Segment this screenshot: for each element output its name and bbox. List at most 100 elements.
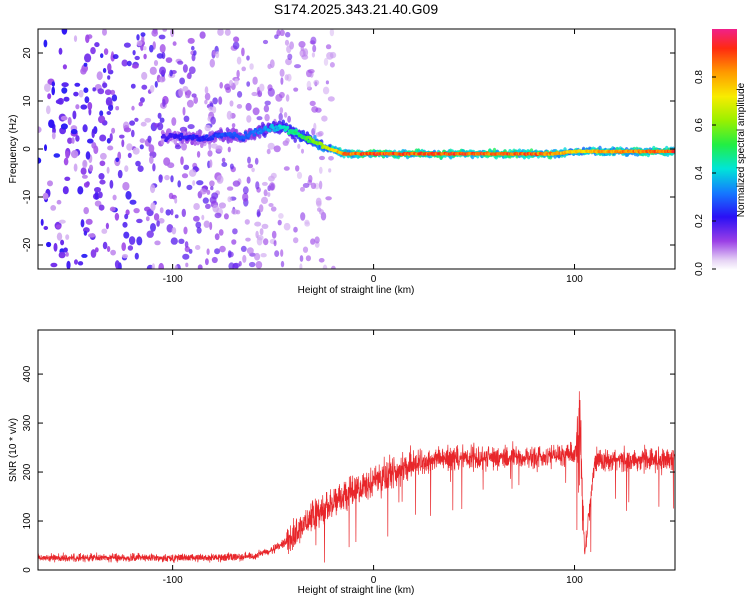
noise-speckle [300,212,306,221]
ridge-halo [198,129,203,135]
noise-speckle [263,238,269,246]
noise-speckle [242,254,247,263]
noise-speckle [102,241,108,250]
noise-speckle [99,160,106,167]
noise-speckle [70,128,78,135]
noise-speckle [256,211,261,217]
noise-speckle [77,186,84,195]
noise-speckle [129,199,137,205]
noise-speckle [60,239,65,246]
noise-speckle [259,228,264,236]
noise-speckle [158,174,163,183]
noise-speckle [156,53,164,59]
noise-speckle [254,157,259,165]
noise-speckle [101,228,108,234]
noise-speckle [94,187,101,193]
noise-speckle [170,175,174,183]
noise-speckle [53,153,61,158]
noise-speckle [128,236,136,245]
noise-speckle [280,260,285,268]
noise-speckle [87,138,94,144]
noise-speckle [229,100,234,107]
noise-speckle [261,181,268,186]
noise-speckle [138,101,143,107]
colorbar-tick-label: 0.6 [694,118,705,132]
noise-speckle [236,69,240,78]
noise-speckle [182,106,186,116]
noise-speckle [196,227,202,234]
noise-speckle [174,144,182,150]
noise-speckle [181,208,186,218]
noise-speckle [244,219,250,225]
noise-speckle [255,230,259,239]
noise-speckle [187,89,191,98]
noise-speckle [151,29,158,37]
noise-speckle [328,168,332,173]
noise-speckle [299,263,303,269]
noise-speckle [141,35,145,44]
noise-speckle [193,50,197,56]
noise-speckle [279,29,285,36]
noise-speckle [127,245,134,251]
noise-speckle [88,164,94,172]
noise-speckle [172,41,177,46]
noise-speckle [122,221,128,228]
noise-speckle [158,76,166,83]
noise-speckle [127,152,132,158]
noise-speckle [85,218,93,225]
ridge-point [282,125,287,129]
noise-speckle [99,179,106,185]
ridge-halo [213,137,218,143]
noise-speckle [178,88,184,97]
noise-speckle [195,221,202,229]
noise-speckle [126,143,133,151]
noise-speckle [83,87,89,93]
noise-speckle [248,261,256,268]
noise-speckle [61,29,68,35]
spectrogram-y-ticks: -20 -10 0 10 20 [22,47,675,252]
noise-speckle [302,183,310,188]
y-tick-label: 0 [22,146,33,152]
noise-speckle [78,89,84,98]
noise-speckle [251,91,258,97]
noise-speckle [149,85,155,93]
noise-speckle [87,102,93,110]
noise-speckle [154,81,158,88]
noise-speckle [109,206,116,212]
noise-speckle [158,34,166,40]
noise-speckle [212,204,219,213]
ridge-point [202,137,207,141]
noise-speckle [106,111,112,115]
noise-speckle [65,150,70,159]
noise-speckle [117,169,123,179]
noise-speckle [246,176,251,184]
noise-speckle [121,254,129,259]
noise-speckle [318,258,325,263]
noise-speckle [183,115,190,123]
noise-speckle [283,222,291,231]
noise-speckle [273,145,281,153]
noise-speckle [259,83,265,92]
y-tick-label: 400 [22,365,33,382]
noise-speckle [135,160,141,167]
noise-speckle [121,139,125,148]
noise-speckle [180,156,184,166]
noise-speckle [151,263,156,269]
noise-speckle [51,132,56,140]
noise-speckle [236,56,242,65]
noise-speckle [157,122,164,131]
colorbar-ticks: 0.0 0.2 0.4 0.6 0.8 [694,70,716,276]
noise-speckle [140,32,146,37]
noise-speckle [209,180,215,187]
noise-speckle [284,74,289,81]
noise-speckle [134,117,139,122]
noise-speckle [110,89,116,95]
noise-speckle [218,202,226,209]
snr-panel: -100 0 100 0 100 200 300 400 Height of straigh… [8,329,676,596]
noise-speckle [301,148,304,154]
noise-speckle [159,66,166,76]
noise-speckle [210,116,216,125]
noise-speckle [62,64,67,70]
noise-speckle [311,52,315,58]
noise-speckle [61,87,68,94]
